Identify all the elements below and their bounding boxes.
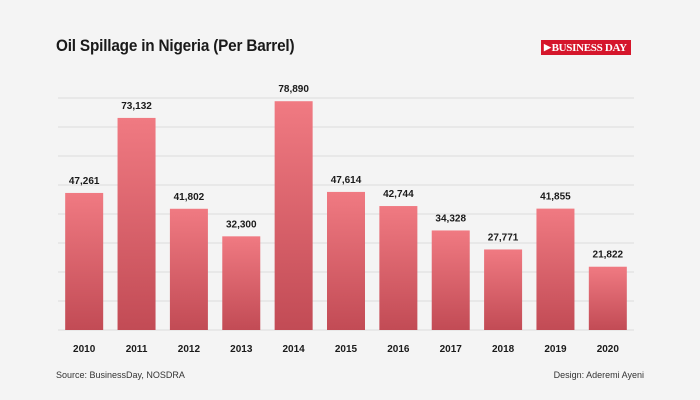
bar-2012 xyxy=(169,208,208,330)
x-tick-2010: 2010 xyxy=(73,344,96,355)
x-tick-2019: 2019 xyxy=(544,344,567,355)
data-labels: 47,261 73,132 41,802 32,300 78,890 47,614 42,7… xyxy=(69,84,624,260)
bar-2016 xyxy=(379,206,418,330)
x-tick-2014: 2014 xyxy=(283,344,306,355)
x-tick-2013: 2013 xyxy=(230,344,253,355)
x-tick-2015: 2015 xyxy=(335,344,358,355)
x-tick-2018: 2018 xyxy=(492,344,515,355)
logo-text: BUSINESS DAY xyxy=(551,42,627,54)
data-label-2011: 73,132 xyxy=(121,101,152,112)
data-label-2016: 42,744 xyxy=(383,189,414,200)
source-note: Source: BusinessDay, NOSDRA xyxy=(56,370,185,380)
data-label-2017: 34,328 xyxy=(435,213,466,224)
data-label-2018: 27,771 xyxy=(488,232,519,243)
bar-2020 xyxy=(588,266,627,330)
bar-2010 xyxy=(65,192,104,330)
data-label-2019: 41,855 xyxy=(540,192,571,203)
bar-2018 xyxy=(484,249,523,330)
x-tick-2011: 2011 xyxy=(126,344,148,355)
data-label-2012: 41,802 xyxy=(174,192,205,203)
bar-2011 xyxy=(117,117,156,330)
data-label-2013: 32,300 xyxy=(226,219,257,230)
bars xyxy=(65,101,627,331)
data-label-2015: 47,614 xyxy=(331,175,362,186)
bar-2013 xyxy=(222,236,261,330)
x-tick-2020: 2020 xyxy=(597,344,620,355)
businessday-logo: ▶BUSINESS DAY xyxy=(541,40,631,55)
bar-2019 xyxy=(536,208,575,330)
x-tick-labels: 2010 2011 2012 2013 2014 2015 2016 2017 2018 2019… xyxy=(73,344,619,355)
x-tick-2012: 2012 xyxy=(178,344,201,355)
data-label-2020: 21,822 xyxy=(593,250,624,261)
design-credit: Design: Aderemi Ayeni xyxy=(553,370,644,380)
data-label-2014: 78,890 xyxy=(278,84,309,95)
x-tick-2016: 2016 xyxy=(387,344,410,355)
bar-2014 xyxy=(274,101,313,331)
logo-mark-icon: ▶ xyxy=(544,42,551,52)
chart-title: Oil Spillage in Nigeria (Per Barrel) xyxy=(56,36,295,55)
data-label-2010: 47,261 xyxy=(69,176,100,187)
bar-2015 xyxy=(327,191,365,330)
x-tick-2017: 2017 xyxy=(440,344,463,355)
bar-2017 xyxy=(431,230,470,330)
